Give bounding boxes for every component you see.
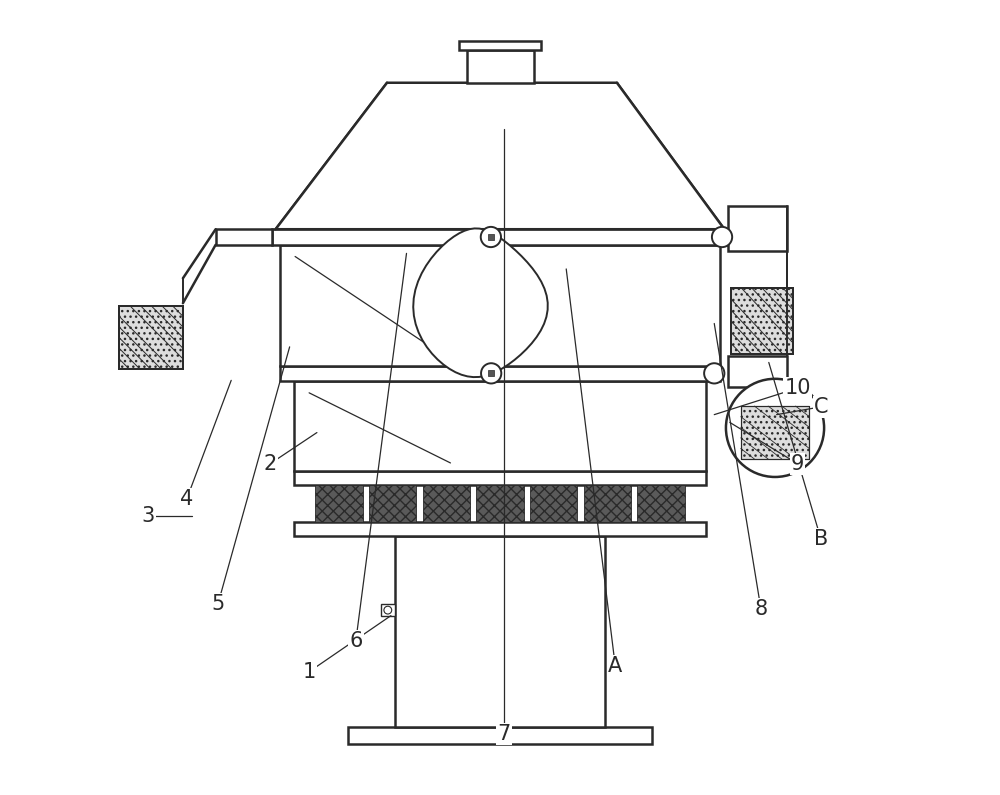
Circle shape	[726, 378, 824, 477]
Bar	[459, 41, 541, 50]
Bar	[119, 305, 183, 370]
Bar	[423, 485, 470, 522]
Bar	[280, 366, 720, 381]
Bar	[294, 381, 706, 471]
Text: 1: 1	[302, 661, 316, 682]
Bar	[741, 406, 809, 459]
Circle shape	[704, 363, 724, 383]
Bar	[294, 522, 706, 536]
Bar	[728, 356, 787, 387]
Text: 5: 5	[211, 594, 225, 614]
Circle shape	[481, 363, 501, 383]
Bar	[731, 288, 793, 354]
Bar	[348, 727, 652, 744]
Bar	[280, 245, 720, 366]
Bar	[637, 485, 685, 522]
Bar	[381, 604, 395, 616]
Text: 8: 8	[754, 599, 768, 619]
Bar	[395, 536, 605, 727]
Circle shape	[712, 227, 732, 247]
Bar	[216, 229, 272, 245]
Text: 2: 2	[264, 454, 277, 474]
Text: 9: 9	[791, 454, 804, 474]
Bar	[488, 234, 494, 240]
Text: 7: 7	[497, 724, 511, 744]
Text: B: B	[814, 529, 828, 549]
Circle shape	[384, 607, 392, 614]
Text: 4: 4	[180, 489, 193, 509]
Text: C: C	[814, 397, 828, 417]
Polygon shape	[276, 83, 724, 229]
Bar	[731, 288, 793, 354]
Bar	[584, 485, 631, 522]
Text: 3: 3	[141, 506, 154, 526]
Text: 6: 6	[349, 630, 363, 650]
Bar	[488, 370, 494, 377]
Bar	[294, 471, 706, 485]
Bar	[119, 305, 183, 370]
Bar	[272, 229, 728, 245]
Bar	[467, 50, 534, 83]
Bar	[530, 485, 577, 522]
Bar	[728, 206, 787, 251]
Text: 10: 10	[784, 378, 811, 398]
Bar	[741, 406, 809, 459]
Bar	[476, 485, 524, 522]
Circle shape	[481, 227, 501, 247]
Bar	[369, 485, 416, 522]
Polygon shape	[413, 228, 548, 377]
Bar	[315, 485, 363, 522]
Text: A: A	[608, 657, 622, 677]
